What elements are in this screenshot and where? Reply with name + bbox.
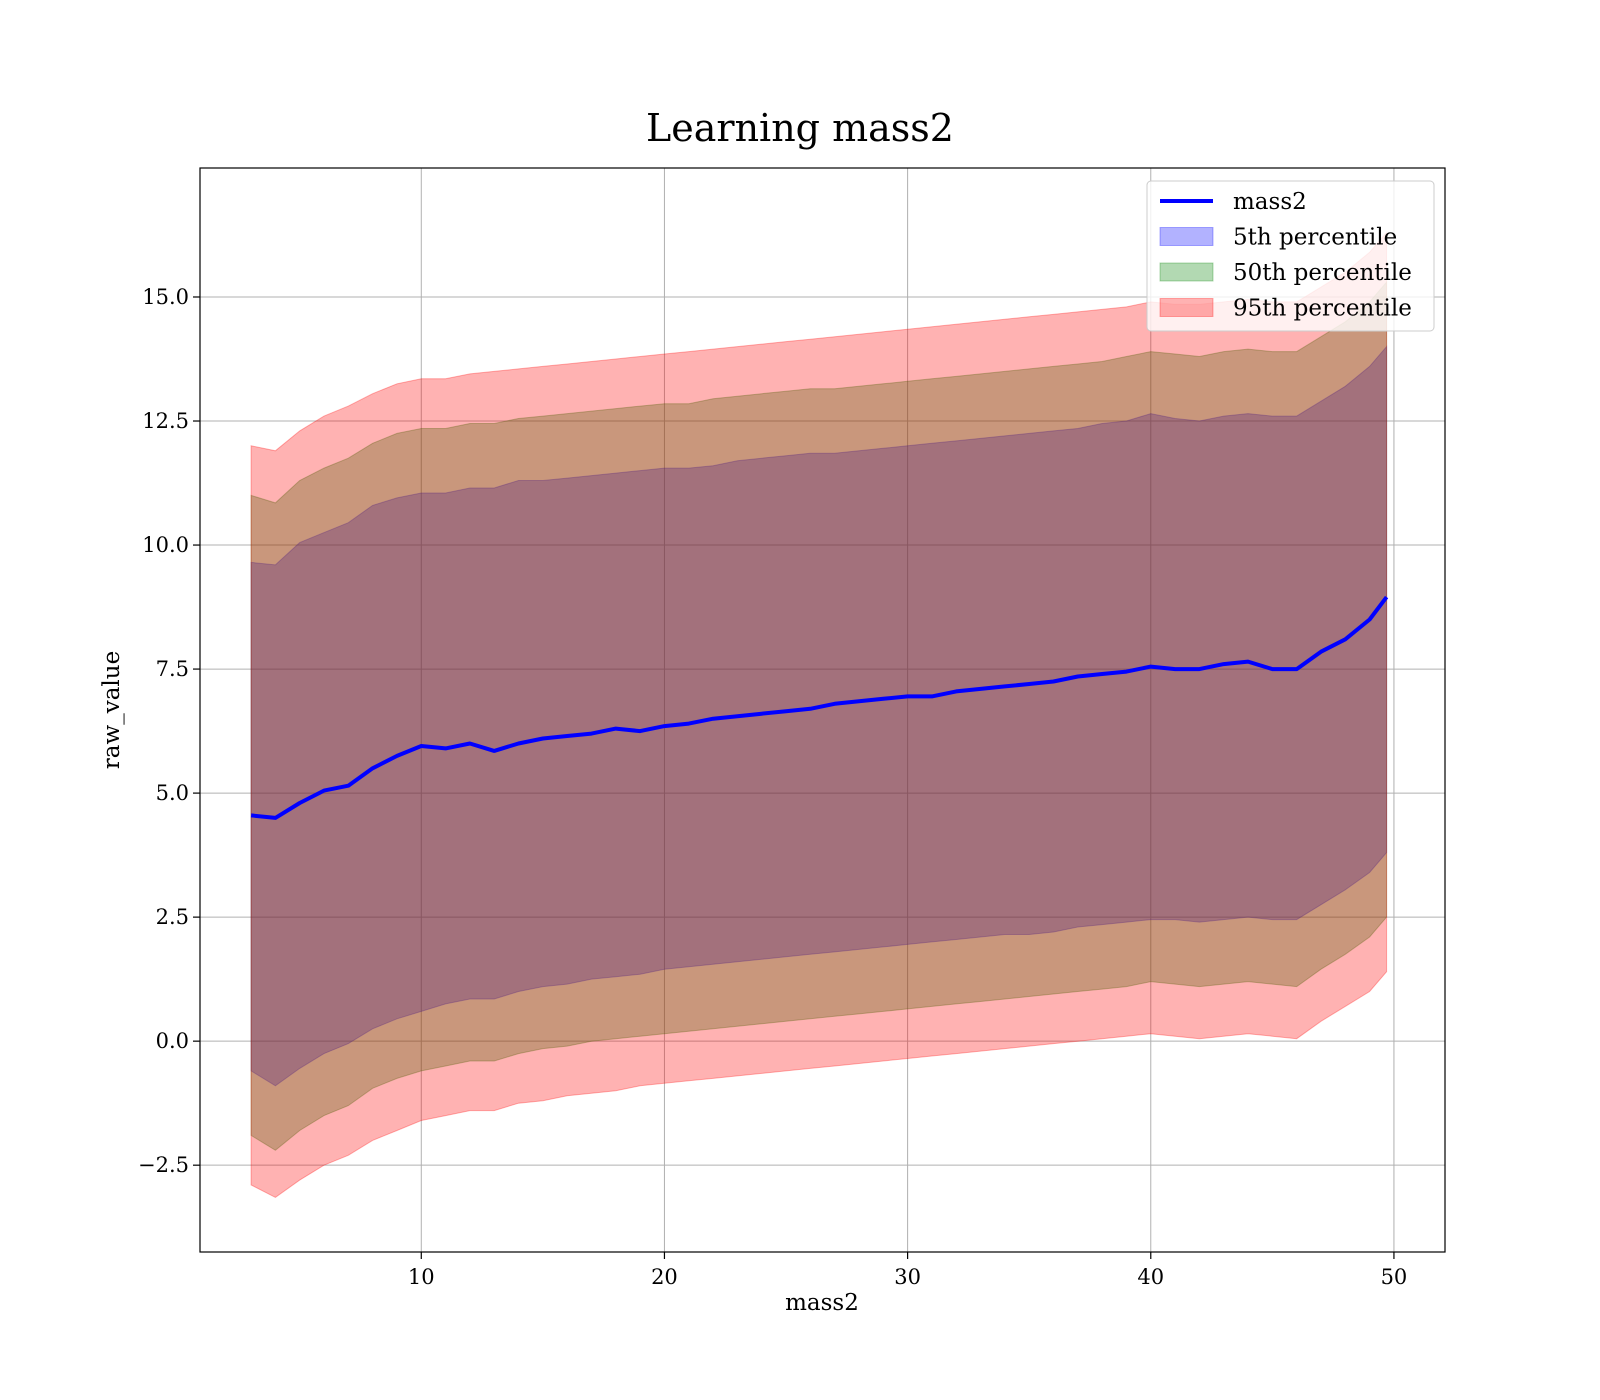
legend-label: mass2 — [1233, 189, 1307, 215]
y-tick-label: −2.5 — [138, 1153, 189, 1177]
legend-label: 95th percentile — [1233, 296, 1412, 322]
legend-band-swatch — [1159, 262, 1214, 282]
x-tick-label: 30 — [894, 1265, 921, 1289]
legend: mass2 5th percentile 50th percentile 95th p… — [1146, 180, 1435, 332]
x-tick-label: 10 — [408, 1265, 435, 1289]
legend-band-swatch — [1159, 227, 1214, 246]
percentile-bands — [250, 231, 1388, 1198]
x-tick-label: 20 — [651, 1265, 678, 1289]
x-tick-label: 40 — [1137, 1265, 1164, 1289]
x-axis-label: mass2 — [785, 1290, 859, 1316]
x-tick-label: 50 — [1381, 1265, 1408, 1289]
chart-title: Learning mass2 — [646, 106, 954, 150]
y-tick-label: 10.0 — [142, 533, 189, 557]
legend-label: 50th percentile — [1233, 260, 1412, 286]
y-tick-label: 2.5 — [156, 905, 189, 929]
band-95th-percentile — [250, 231, 1388, 1198]
y-tick-label: 5.0 — [156, 781, 189, 805]
legend-band-swatch — [1159, 298, 1214, 317]
series-lines — [250, 595, 1389, 820]
y-tick-label: 12.5 — [142, 409, 189, 433]
legend-box — [1146, 180, 1435, 332]
y-axis-ticks: −2.5 0.0 2.5 5.0 7.5 10.0 12.5 15.0 — [138, 285, 200, 1177]
x-axis-ticks: 10 20 30 40 50 — [408, 1252, 1407, 1289]
y-axis-label: raw_value — [99, 651, 125, 769]
legend-label: 5th percentile — [1233, 225, 1397, 251]
y-tick-label: 15.0 — [142, 285, 189, 309]
y-tick-label: 7.5 — [156, 657, 189, 681]
band-50th-percentile — [250, 280, 1388, 1151]
series-line-mass2 — [250, 595, 1389, 820]
band-5th-percentile — [250, 345, 1388, 1087]
y-tick-label: 0.0 — [156, 1029, 189, 1053]
plot-frame — [199, 167, 1446, 1253]
